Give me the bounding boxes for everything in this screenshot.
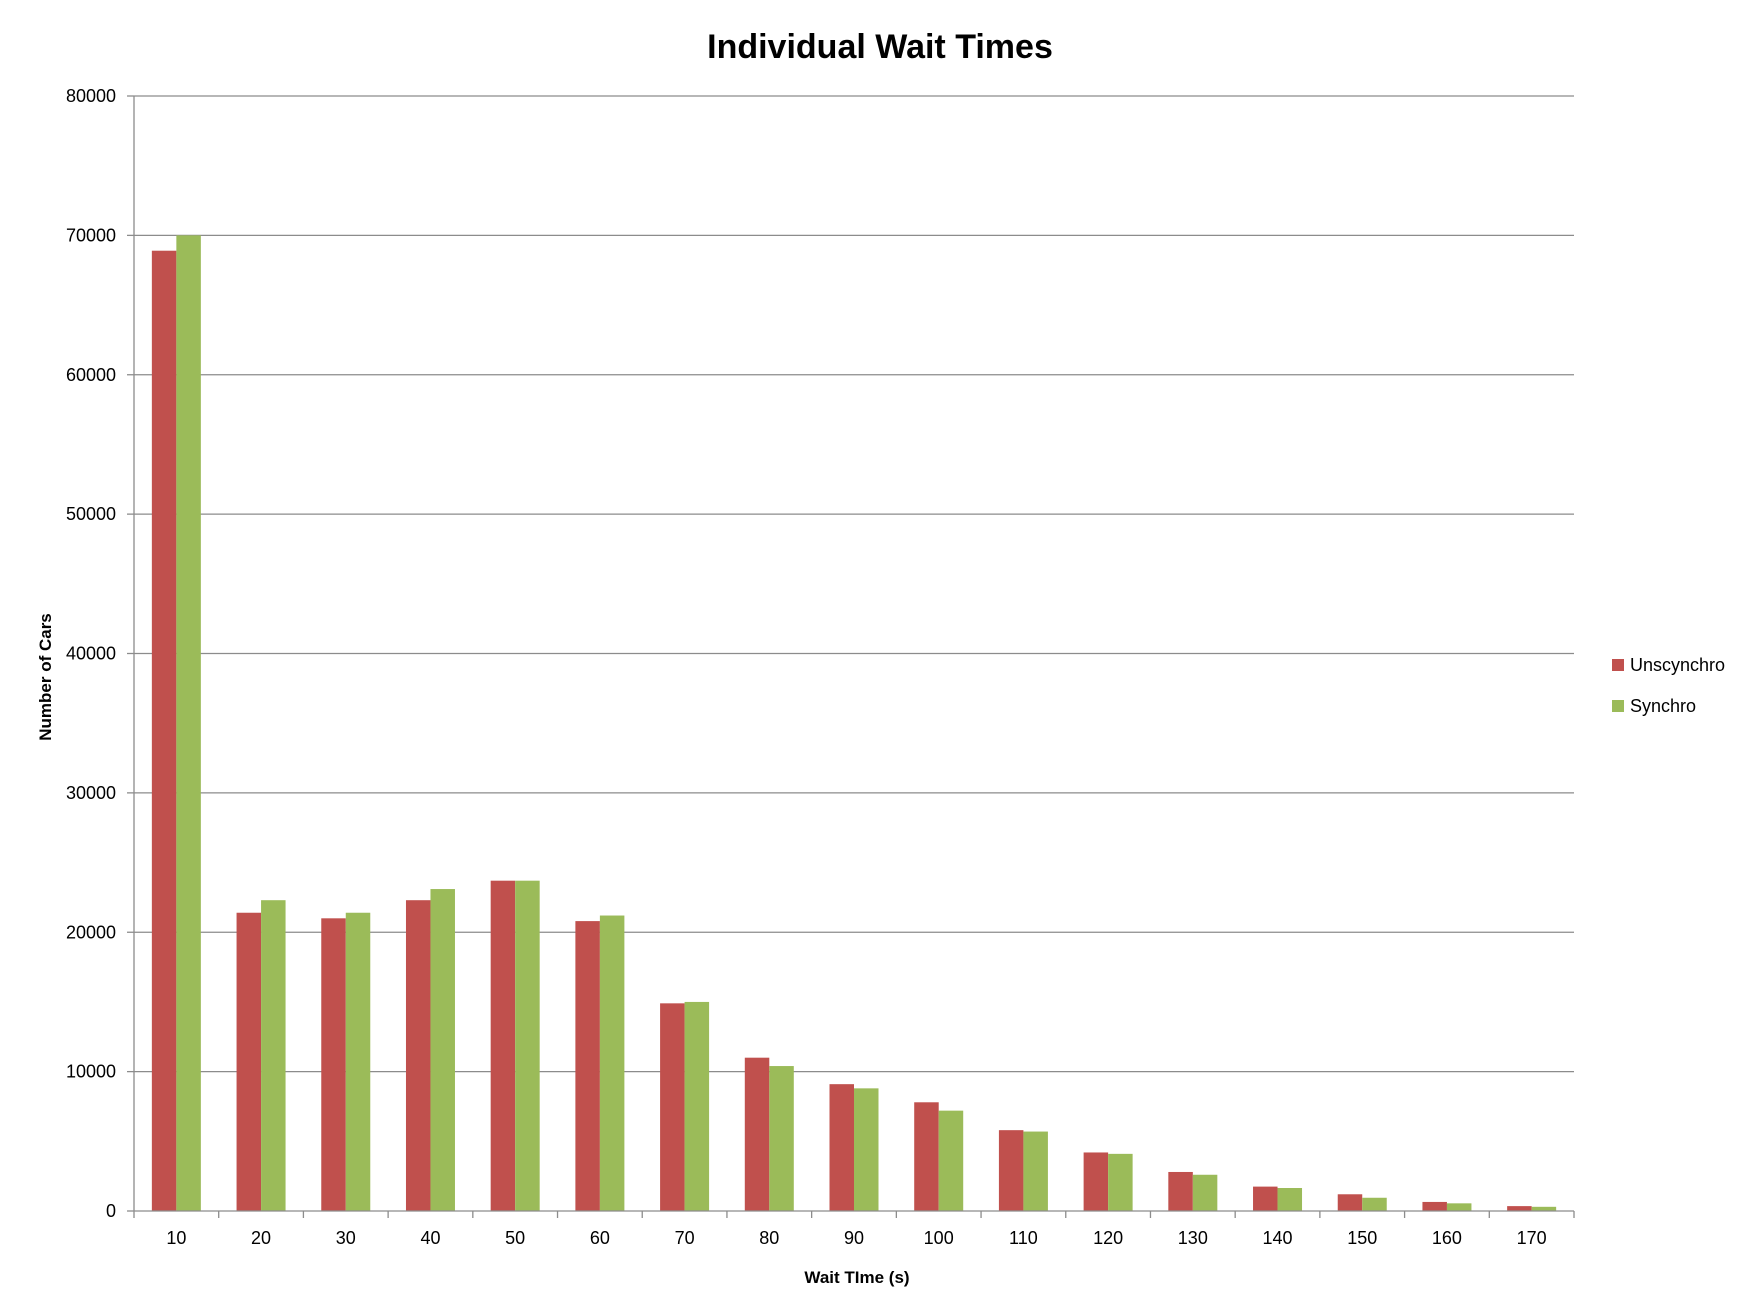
y-tick-label: 80000 [66,86,116,106]
bar-unscynchro-160 [1422,1201,1447,1211]
bar-synchro-60 [599,915,625,1211]
bar-unscynchro-40 [405,900,431,1211]
bar-unscynchro-90 [829,1084,854,1211]
x-tick-label: 110 [1009,1228,1038,1248]
bar-synchro-10 [176,235,201,1211]
y-axis-label: Number of Cars [36,613,55,741]
y-tick-label: 70000 [66,225,116,245]
x-tick-label: 40 [420,1228,440,1248]
bar-synchro-140 [1277,1188,1303,1211]
legend-label-synchro: Synchro [1630,696,1696,716]
x-tick-label: 160 [1432,1228,1462,1248]
bar-unscynchro-140 [1253,1186,1278,1211]
bar-unscynchro-60 [575,921,600,1211]
axes [127,95,1575,1218]
bar-synchro-150 [1362,1197,1387,1211]
x-tick-label: 30 [336,1228,356,1248]
x-tick-label: 150 [1347,1228,1377,1248]
bar-unscynchro-110 [998,1130,1024,1211]
bar-unscynchro-70 [660,1003,685,1211]
gridlines [134,95,1574,1073]
bar-synchro-130 [1192,1174,1218,1211]
x-tick-label: 10 [166,1228,186,1248]
legend: Unscynchro Synchro [1612,655,1725,716]
x-tick-label: 120 [1093,1228,1123,1248]
x-tick-labels: 10 20 30 40 50 60 70 80 90 100 110 120 130 140 150 160 1… [166,1228,1546,1248]
bars [151,235,1557,1212]
bar-synchro-70 [684,1001,710,1211]
x-tick-label: 70 [675,1228,695,1248]
x-axis-label: Wait TIme (s) [804,1268,909,1287]
x-tick-label: 130 [1178,1228,1208,1248]
bar-synchro-170 [1531,1206,1557,1211]
x-tick-label: 90 [844,1228,864,1248]
legend-swatch-synchro [1612,700,1624,712]
bar-unscynchro-30 [321,918,346,1211]
bar-synchro-40 [430,889,455,1211]
bar-synchro-80 [769,1066,794,1211]
bar-unscynchro-80 [744,1057,770,1211]
bar-synchro-30 [345,912,371,1211]
bar-unscynchro-10 [151,250,177,1212]
chart-title: Individual Wait Times [707,28,1053,66]
bar-synchro-20 [261,900,286,1211]
bar-synchro-160 [1446,1203,1472,1211]
y-tick-label: 20000 [66,922,116,942]
bar-synchro-110 [1023,1131,1048,1211]
bar-unscynchro-130 [1168,1171,1193,1211]
bar-unscynchro-150 [1337,1194,1363,1211]
y-tick-label: 10000 [66,1062,116,1082]
y-tick-label: 30000 [66,783,116,803]
x-tick-label: 80 [759,1228,779,1248]
bar-unscynchro-170 [1507,1206,1532,1211]
legend-swatch-unscynchro [1612,659,1624,671]
y-tick-label: 40000 [66,644,116,664]
bar-unscynchro-50 [490,880,516,1211]
bar-unscynchro-120 [1083,1152,1109,1211]
y-tick-label: 60000 [66,365,116,385]
legend-label-unscynchro: Unscynchro [1630,655,1725,675]
bar-synchro-50 [515,880,540,1211]
y-tick-labels: 0 10000 20000 30000 40000 50000 60000 70000 8000… [66,86,116,1221]
x-tick-label: 170 [1517,1228,1547,1248]
x-tick-label: 100 [924,1228,954,1248]
bar-synchro-120 [1108,1153,1133,1211]
bar-synchro-90 [854,1088,879,1211]
bar-unscynchro-20 [236,912,262,1211]
bar-synchro-100 [938,1110,964,1211]
x-tick-label: 60 [590,1228,610,1248]
y-tick-label: 50000 [66,504,116,524]
x-tick-label: 20 [251,1228,271,1248]
bar-unscynchro-100 [914,1102,939,1211]
x-tick-label: 140 [1263,1228,1293,1248]
x-tick-label: 50 [505,1228,525,1248]
y-tick-label: 0 [106,1201,116,1221]
